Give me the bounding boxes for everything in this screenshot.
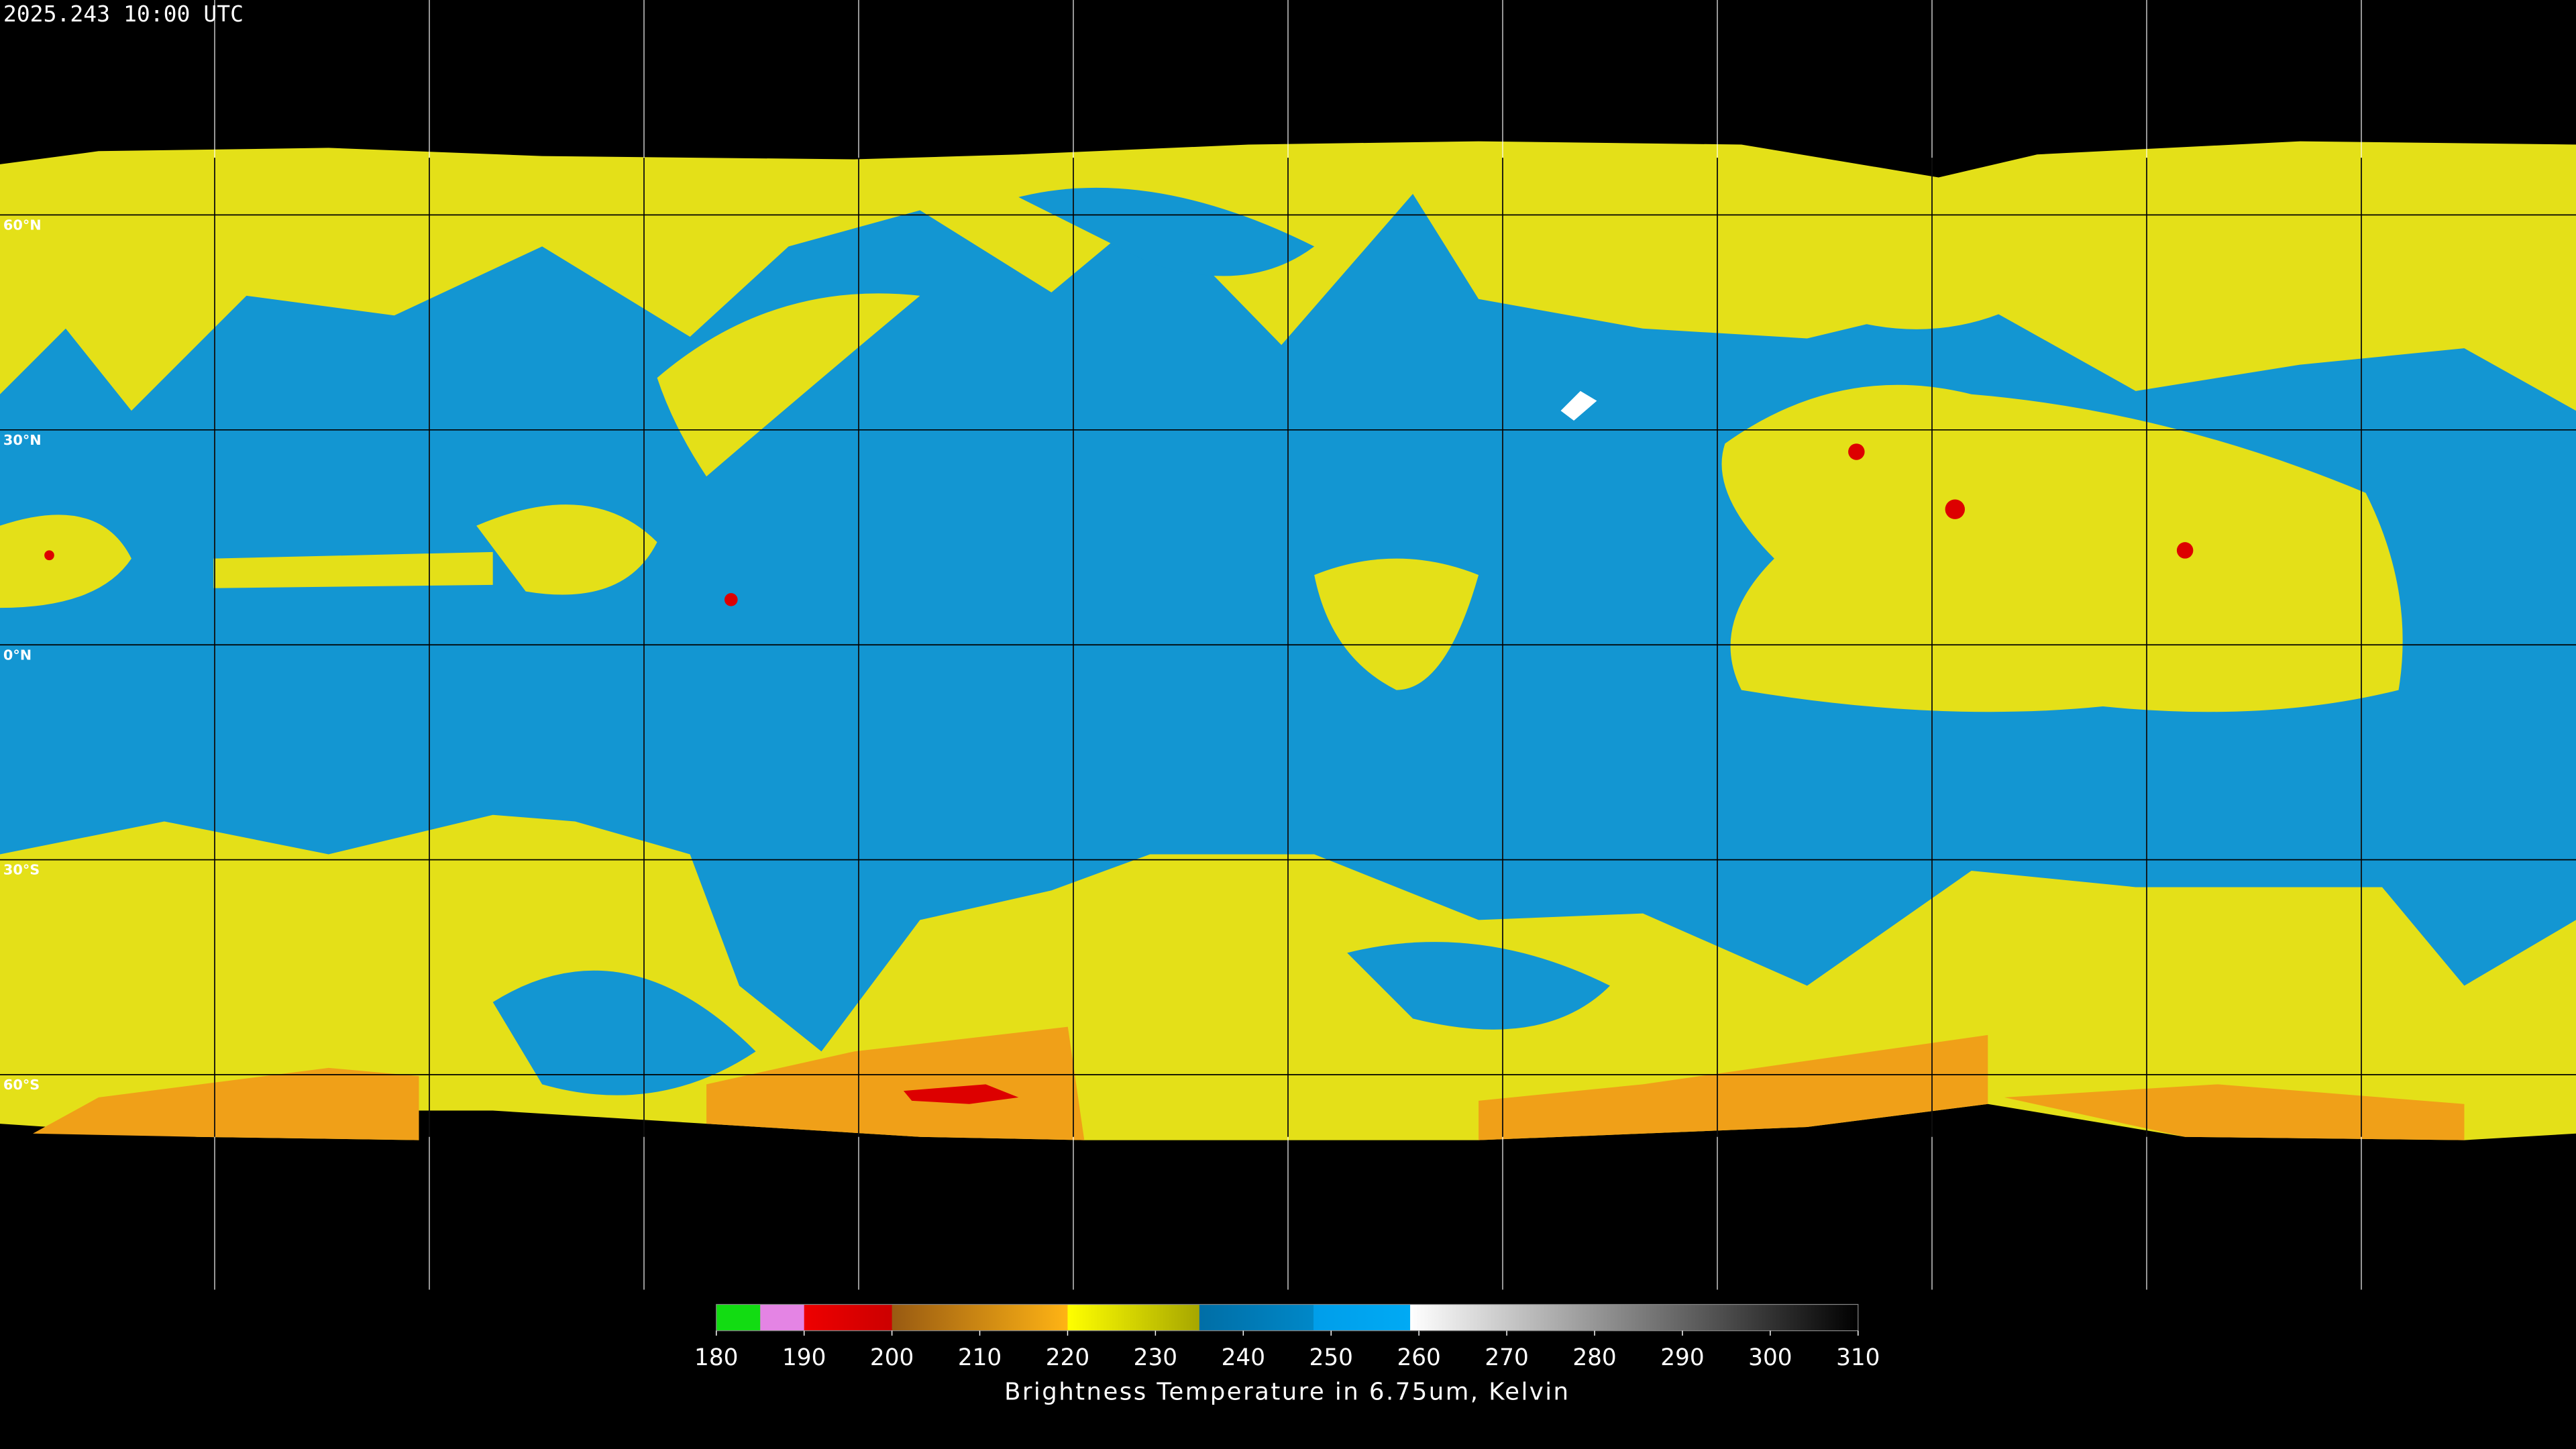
dry-zone xyxy=(1347,942,1610,1030)
cold-core xyxy=(724,593,738,606)
colorbar-tick-label: 260 xyxy=(1397,1344,1440,1371)
cold-core xyxy=(44,550,54,561)
dry-zone xyxy=(1018,187,1315,276)
moist-zone xyxy=(1721,384,2403,712)
cold-core xyxy=(903,1084,1019,1104)
colorbar-label: Brightness Temperature in 6.75um, Kelvin xyxy=(1004,1379,1570,1406)
moist-zone xyxy=(476,504,657,595)
moist-zone xyxy=(657,293,920,477)
colorbar-segment xyxy=(892,1304,1069,1331)
colorbar-tick-label: 180 xyxy=(694,1344,738,1371)
warm-spot xyxy=(1560,390,1597,421)
colorbar-tick-label: 200 xyxy=(870,1344,914,1371)
colorbar-segment xyxy=(804,1304,893,1331)
latitude-label: 30°S xyxy=(3,862,40,878)
colorbar-tick-label: 250 xyxy=(1309,1344,1353,1371)
cold-zone xyxy=(32,1067,419,1140)
latitude-label: 30°N xyxy=(3,432,42,448)
colorbar-tick-label: 300 xyxy=(1748,1344,1792,1371)
colorbar-segment xyxy=(1313,1304,1411,1331)
colorbar-tick-label: 240 xyxy=(1222,1344,1265,1371)
cold-core xyxy=(1945,499,1965,519)
latitude-label: 60°S xyxy=(3,1077,40,1093)
moist-zone xyxy=(1807,227,2037,329)
moist-zone xyxy=(213,551,493,588)
colorbar-tick-label: 220 xyxy=(1046,1344,1089,1371)
colorbar-tick-label: 210 xyxy=(958,1344,1002,1371)
cold-zone xyxy=(706,1026,1085,1140)
graticule: 60°N 30°N 0°N 30°S 60°S xyxy=(3,0,2362,1290)
cold-core xyxy=(2176,542,2194,559)
cold-core xyxy=(1848,443,1865,460)
colorbar-segment xyxy=(716,1304,761,1331)
colorbar-frame xyxy=(716,1303,1859,1332)
colorbar-segment xyxy=(1410,1304,1859,1331)
latitude-label: 0°N xyxy=(3,647,32,663)
latitude-label: 60°N xyxy=(3,217,42,233)
cold-zone xyxy=(2004,1084,2465,1140)
colorbar-segment xyxy=(1199,1304,1314,1331)
cold-zone xyxy=(1479,1034,1988,1140)
colorbar-tick-label: 290 xyxy=(1660,1344,1704,1371)
colorbar-tick-label: 280 xyxy=(1572,1344,1616,1371)
colorbar-segment xyxy=(1067,1304,1200,1331)
colorbar-tick-label: 270 xyxy=(1485,1344,1528,1371)
colorbar-segment xyxy=(760,1304,805,1331)
dry-zone xyxy=(492,970,756,1095)
colorbar: 180 190 200 210 220 230 240 250 260 270 280 290 300 3… xyxy=(694,1303,1880,1406)
colorbar-tick-label: 310 xyxy=(1836,1344,1880,1371)
colorbar-tick-label: 190 xyxy=(782,1344,826,1371)
moist-zone xyxy=(0,515,131,608)
timestamp: 2025.243 10:00 UTC xyxy=(3,1,244,27)
colorbar-tick-label: 230 xyxy=(1134,1344,1177,1371)
moist-zone xyxy=(1314,558,1479,690)
